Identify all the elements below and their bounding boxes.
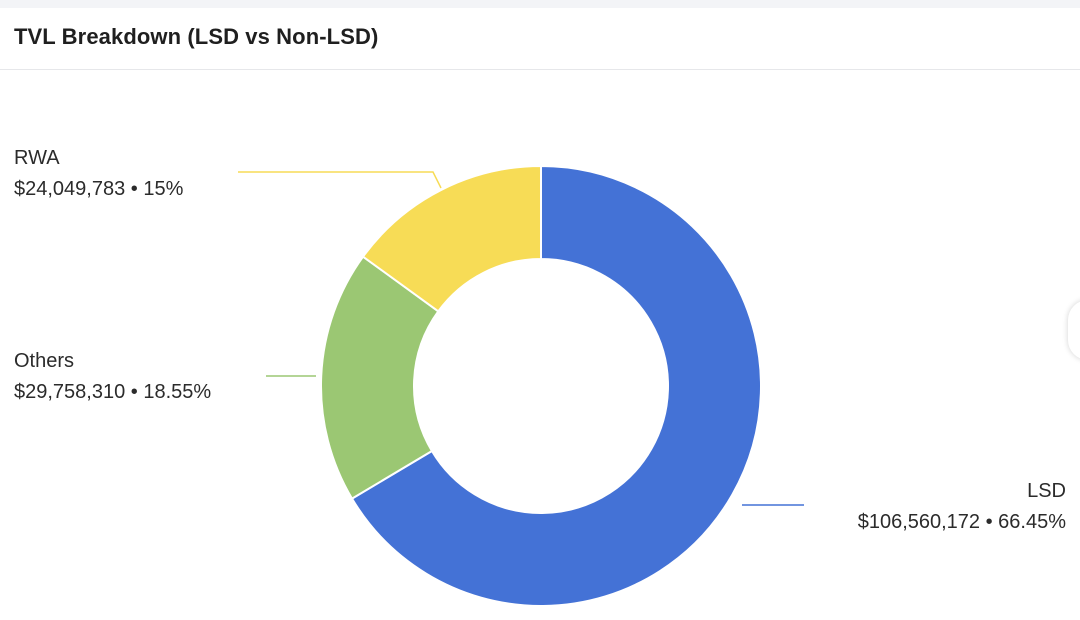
top-strip <box>0 0 1080 8</box>
card-header: TVL Breakdown (LSD vs Non-LSD) <box>0 8 1080 70</box>
slice-label-value-rwa: $24,049,783 • 15% <box>14 178 184 200</box>
slice-lsd[interactable] <box>350 164 762 607</box>
slice-others[interactable] <box>320 255 440 500</box>
slice-label-value-lsd: $106,560,172 • 66.45% <box>858 511 1067 533</box>
scroll-right-button[interactable] <box>1068 300 1080 360</box>
slice-rwa[interactable] <box>361 164 542 313</box>
card-title: TVL Breakdown (LSD vs Non-LSD) <box>14 24 379 49</box>
donut-slices <box>320 164 762 607</box>
leader-line-rwa <box>238 171 442 189</box>
slice-label-value-others: $29,758,310 • 18.55% <box>14 381 211 403</box>
slice-label-name-rwa: RWA <box>14 147 60 169</box>
slice-label-name-others: Others <box>14 350 74 372</box>
slice-label-name-lsd: LSD <box>1027 480 1066 502</box>
slice-labels: LSD $106,560,172 • 66.45% Others $29,758,31… <box>14 147 1066 533</box>
leader-lines <box>238 171 804 506</box>
